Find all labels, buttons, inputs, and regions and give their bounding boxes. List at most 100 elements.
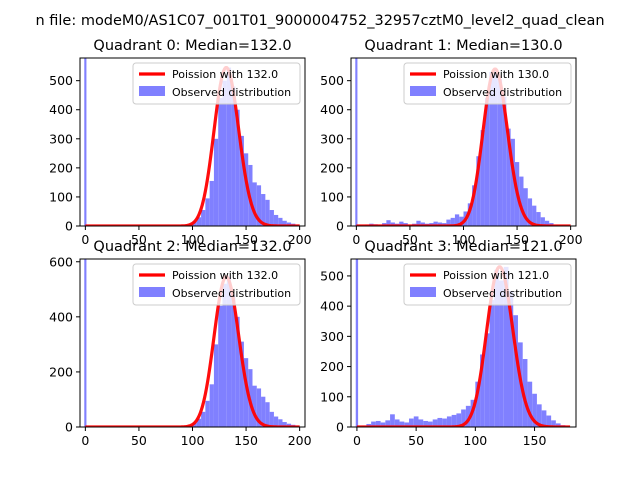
histogram-bar xyxy=(386,220,391,226)
y-tick-label: 100 xyxy=(320,189,344,204)
x-tick-label: 200 xyxy=(288,232,312,247)
y-tick-label: 600 xyxy=(49,254,73,269)
histogram-bar xyxy=(269,411,274,427)
legend-box xyxy=(403,263,572,306)
histogram-bar xyxy=(540,217,545,226)
histogram-bar xyxy=(506,128,511,226)
x-tick-label: 50 xyxy=(402,232,418,247)
histogram-bar xyxy=(532,205,537,226)
x-tick-label: 50 xyxy=(131,232,147,247)
histogram-bar xyxy=(239,135,244,226)
histogram-bar xyxy=(385,420,391,427)
plot-area xyxy=(355,259,571,427)
legend-poisson-label: Poission with 132.0 xyxy=(172,68,278,81)
histogram-bar xyxy=(499,280,504,427)
legend-box xyxy=(132,263,301,306)
histogram-bar xyxy=(454,214,460,226)
subplot-title: Quadrant 1: Median=130.0 xyxy=(364,38,562,54)
histogram-bar xyxy=(218,98,223,226)
histogram-bar xyxy=(196,418,202,427)
plot-area xyxy=(84,58,301,226)
y-tick-label: 500 xyxy=(320,73,344,88)
histogram-bar xyxy=(256,185,262,226)
legend: Poission with 132.0 Observed distribution xyxy=(132,62,301,105)
histogram-bar xyxy=(201,210,206,226)
histogram-bar xyxy=(513,315,518,427)
histogram-bar xyxy=(480,354,485,427)
histogram-bar xyxy=(278,419,283,427)
x-tick-label: 100 xyxy=(452,232,476,247)
histogram-bar xyxy=(243,358,249,427)
histogram-bar xyxy=(420,222,425,226)
histogram-bar xyxy=(213,138,219,226)
poisson-curve xyxy=(84,65,301,226)
x-tick-label: 100 xyxy=(181,433,205,448)
histogram-bar xyxy=(205,400,210,427)
histogram-bar xyxy=(235,316,240,427)
axes-frame xyxy=(350,258,577,428)
histogram-bar xyxy=(231,294,236,427)
legend-observed-swatch xyxy=(139,86,165,96)
histogram-bar xyxy=(536,212,541,226)
subplot-quadrant-2: 0 50 100 150 200 0 200 400 600 Quadrant 2: Median… xyxy=(49,239,311,448)
histogram-bar xyxy=(416,220,421,226)
subplot-title: Quadrant 0: Median=132.0 xyxy=(93,38,291,54)
histogram-bar xyxy=(192,221,197,226)
histogram-bar xyxy=(380,422,386,427)
subplot-quadrant-0: 0 50 100 150 200 0 100 200 300 400 500 Quadrant 0: … xyxy=(49,38,311,247)
histogram-bar xyxy=(489,71,494,226)
histogram-bar xyxy=(546,415,552,427)
y-tick-label: 200 xyxy=(320,359,344,374)
y-tick-label: 100 xyxy=(320,389,344,404)
legend-poisson-label: Poission with 130.0 xyxy=(443,68,549,81)
histogram-bar xyxy=(205,198,210,226)
x-tick-label: 0 xyxy=(81,433,89,448)
histogram-bar xyxy=(555,423,561,427)
subplot-quadrant-1: 0 50 100 150 200 0 100 200 300 400 500 Quadrant 1: … xyxy=(320,38,582,247)
y-tick-label: 0 xyxy=(336,219,344,234)
histogram-bar xyxy=(446,416,452,427)
histogram-bar xyxy=(265,402,270,427)
subplot-title: Quadrant 2: Median=132.0 xyxy=(93,239,291,255)
legend-observed-label: Observed distribution xyxy=(172,287,291,300)
y-tick-label: 0 xyxy=(336,420,344,435)
y-tick-label: 300 xyxy=(320,329,344,344)
x-tick-label: 0 xyxy=(352,232,360,247)
x-tick-label: 50 xyxy=(131,433,147,448)
histogram-bar xyxy=(484,333,490,427)
legend-observed-swatch xyxy=(410,86,436,96)
histogram-bar xyxy=(544,220,550,226)
histogram-bar xyxy=(418,419,424,427)
y-tick-label: 100 xyxy=(49,189,73,204)
histogram-bar xyxy=(494,269,500,427)
y-tick-label: 400 xyxy=(49,102,73,117)
legend-observed-swatch xyxy=(410,287,436,297)
histogram-bar xyxy=(235,109,240,226)
histogram-bar xyxy=(404,422,410,427)
histogram-bar xyxy=(222,80,227,226)
histogram-bar xyxy=(519,176,524,226)
legend-box xyxy=(132,62,301,105)
histogram-bar xyxy=(503,266,509,427)
histogram-bar xyxy=(510,138,515,226)
histogram-bar xyxy=(286,423,292,427)
legend: Poission with 130.0 Observed distribution xyxy=(403,62,572,105)
plot-area xyxy=(84,259,301,427)
histogram-bar xyxy=(390,222,395,226)
histogram-bar xyxy=(394,419,400,427)
histogram-bar xyxy=(278,217,283,226)
legend-box xyxy=(403,62,572,105)
legend-poisson-label: Poission with 132.0 xyxy=(172,269,278,282)
legend: Poission with 132.0 Observed distribution xyxy=(132,263,301,306)
x-tick-label: 150 xyxy=(523,433,547,448)
histogram-bar xyxy=(261,396,266,427)
histogram-bar xyxy=(409,418,414,427)
x-tick-label: 0 xyxy=(81,232,89,247)
poisson-curve xyxy=(356,265,571,427)
histogram-bar xyxy=(375,420,381,427)
histogram-bar xyxy=(476,156,481,226)
histogram-bar xyxy=(209,180,214,226)
histogram-bar xyxy=(437,222,443,226)
histogram-bar xyxy=(446,219,451,226)
